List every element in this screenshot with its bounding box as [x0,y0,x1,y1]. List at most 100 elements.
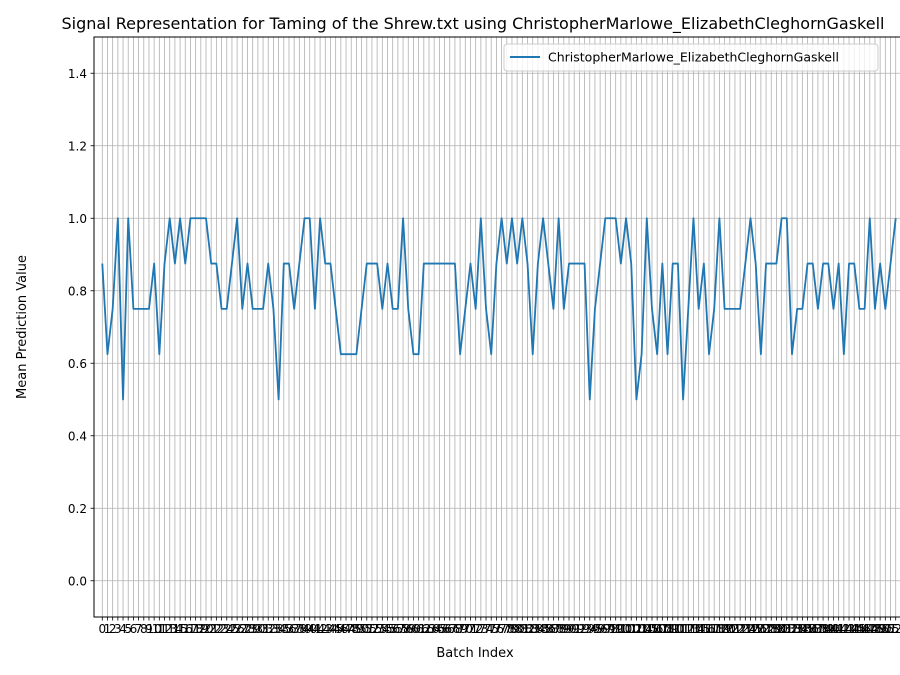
x-tick-label: 134 [786,622,809,636]
x-tick-label: 141 [822,622,845,636]
x-tick-label: 55 [380,622,395,636]
x-tick-label: 111 [666,622,689,636]
x-tick-label: 5 [124,622,132,636]
x-tick-label: 49 [349,622,364,636]
x-tick-label: 62 [416,622,431,636]
x-tick-label: 106 [641,622,664,636]
x-tick-label: 79 [504,622,519,636]
legend: ChristopherMarlowe_ElizabethCleghornGask… [503,43,879,72]
x-tick-label: 108 [651,622,674,636]
x-tick-label: 110 [661,622,684,636]
x-tick-label: 143 [832,622,855,636]
x-tick-label: 81 [515,622,530,636]
y-grid [94,72,900,582]
x-tick-label: 86 [541,622,556,636]
x-tick-label: 83 [525,622,540,636]
x-tick-label: 24 [219,622,234,636]
y-tick-label: 0.4 [68,429,87,443]
y-tick-label: 1.0 [68,212,87,226]
x-tick-label: 139 [812,622,835,636]
x-tick-label: 144 [838,622,861,636]
x-tick-label: 3 [114,622,122,636]
x-tick-label: 105 [635,622,658,636]
y-tick-label: 0.6 [68,357,87,371]
x-tick-label: 153 [884,622,900,636]
x-tick-label: 126 [744,622,767,636]
x-tick-label: 150 [869,622,892,636]
x-tick-label: 15 [172,622,187,636]
x-tick-label: 66 [437,622,452,636]
x-tick-label: 42 [312,622,327,636]
x-tick-label: 46 [333,622,348,636]
x-tick-label: 38 [292,622,307,636]
chart-title: Signal Representation for Taming of the … [62,14,885,34]
x-tick-label: 73 [473,622,488,636]
x-tick-label: 51 [359,622,374,636]
series-layer [101,217,897,401]
x-tick-label: 26 [229,622,244,636]
x-tick-label: 109 [656,622,679,636]
x-axis-ticks: 0123456789101112131415161718192021222324… [98,617,900,636]
x-tick-label: 18 [188,622,203,636]
x-tick-label: 137 [801,622,824,636]
x-tick-label: 152 [879,622,900,636]
x-tick-label: 27 [235,622,250,636]
x-tick-label: 44 [323,622,338,636]
x-tick-label: 67 [442,622,457,636]
x-tick-label: 37 [287,622,302,636]
x-tick-label: 148 [858,622,881,636]
x-tick-label: 104 [630,622,653,636]
x-tick-label: 33 [266,622,281,636]
x-tick-label: 43 [318,622,333,636]
x-tick-label: 13 [162,622,177,636]
x-tick-label: 151 [874,622,897,636]
x-tick-label: 76 [489,622,504,636]
x-tick-label: 2 [109,622,117,636]
x-tick-label: 60 [406,622,421,636]
x-tick-label: 132 [775,622,798,636]
x-tick-label: 88 [551,622,566,636]
x-tick-label: 29 [245,622,260,636]
x-tick-label: 34 [271,622,286,636]
x-tick-label: 19 [193,622,208,636]
x-tick-label: 16 [178,622,193,636]
x-tick-label: 119 [708,622,731,636]
x-tick-label: 50 [354,622,369,636]
x-tick-label: 101 [615,622,638,636]
y-axis-ticks: 0.0 0.2 0.4 0.6 0.8 1.0 1.2 1.4 [68,67,94,588]
x-tick-label: 87 [546,622,561,636]
x-tick-label: 129 [760,622,783,636]
x-tick-label: 69 [452,622,467,636]
x-tick-label: 21 [204,622,219,636]
x-grid [101,37,897,617]
x-tick-label: 118 [703,622,726,636]
x-tick-label: 97 [598,622,613,636]
y-tick-label: 0.2 [68,502,87,516]
y-axis-label: Mean Prediction Value [15,255,30,399]
y-tick-label: 0.0 [68,574,87,588]
x-tick-label: 0 [98,622,106,636]
x-tick-label: 57 [390,622,405,636]
x-tick-label: 145 [843,622,866,636]
x-tick-label: 95 [587,622,602,636]
x-tick-label: 92 [572,622,587,636]
x-tick-label: 142 [827,622,850,636]
x-tick-label: 41 [307,622,322,636]
x-tick-label: 84 [530,622,545,636]
x-tick-label: 113 [677,622,700,636]
x-tick-label: 72 [468,622,483,636]
x-tick-label: 71 [463,622,478,636]
x-tick-label: 25 [224,622,239,636]
x-tick-label: 121 [718,622,741,636]
x-tick-label: 7 [135,622,143,636]
x-tick-label: 14 [167,622,182,636]
x-tick-label: 75 [484,622,499,636]
x-tick-label: 6 [130,622,138,636]
x-tick-label: 116 [692,622,715,636]
x-tick-label: 22 [209,622,224,636]
x-tick-label: 100 [609,622,632,636]
x-tick-label: 11 [152,622,167,636]
x-tick-label: 1 [104,622,112,636]
x-tick-label: 48 [344,622,359,636]
x-tick-label: 99 [608,622,623,636]
